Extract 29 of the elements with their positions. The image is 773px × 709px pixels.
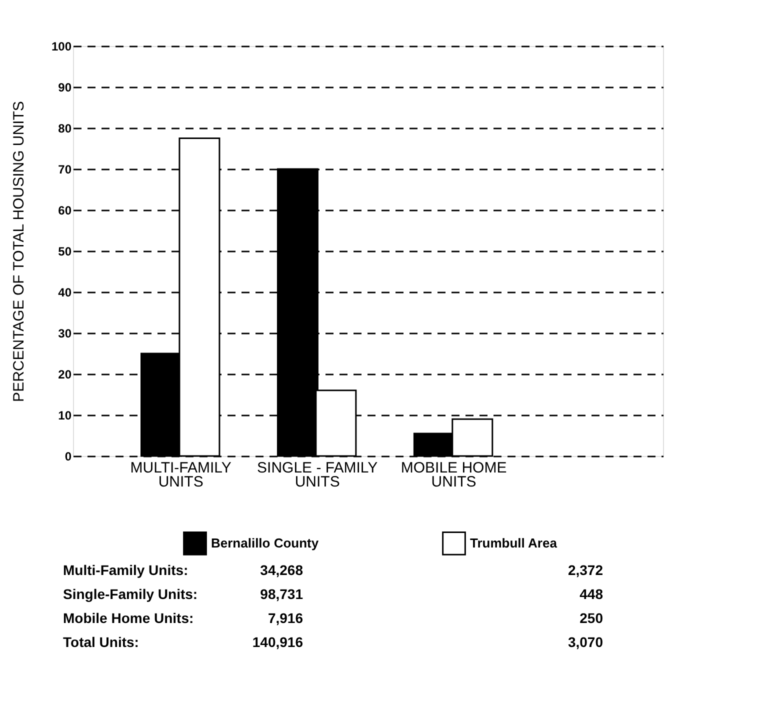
text: 448 xyxy=(580,586,604,602)
text: 98,731 xyxy=(260,586,304,602)
y-tick-label: 20 xyxy=(58,368,72,382)
text: 2,372 xyxy=(568,562,604,578)
x-tick-label: SINGLE - FAMILY UNITS xyxy=(257,460,378,490)
y-tick-label: 10 xyxy=(58,408,72,422)
y-tick-label: 0 xyxy=(64,450,72,464)
legend-label: Trumbull Area xyxy=(470,535,558,550)
y-tick-label: 100 xyxy=(51,40,72,54)
text: Total Units: xyxy=(63,634,139,650)
text: 140,916 xyxy=(252,634,304,650)
text: 250 xyxy=(580,610,604,626)
y-tick-label: 30 xyxy=(58,326,72,340)
y-tick-label: 70 xyxy=(58,162,72,176)
legend-label: Bernalillo County xyxy=(211,535,320,550)
x-tick-label: MULTI-FAMILY UNITS xyxy=(130,460,232,490)
text: 3,070 xyxy=(568,634,604,650)
x-tick-label: MOBILE HOME UNITS xyxy=(400,460,507,490)
y-axis-title: PERCENTAGE OF TOTAL HOUSING UNITS xyxy=(10,101,28,402)
y-tick-label: 80 xyxy=(58,122,72,136)
text: 34,268 xyxy=(260,562,304,578)
text: Mobile Home Units: xyxy=(63,610,194,626)
y-tick-label: 50 xyxy=(58,244,72,258)
text: Multi-Family Units: xyxy=(63,562,188,578)
y-tick-label: 60 xyxy=(58,204,72,218)
y-tick-label: 40 xyxy=(58,286,72,300)
text: 7,916 xyxy=(268,610,304,626)
text: Single-Family Units: xyxy=(63,586,198,602)
y-tick-label: 90 xyxy=(58,80,72,94)
